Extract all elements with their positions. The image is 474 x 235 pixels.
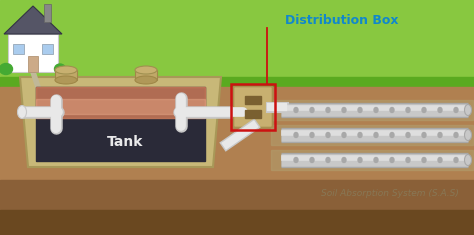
Ellipse shape bbox=[465, 105, 472, 115]
Bar bbox=[0, 180, 474, 235]
Ellipse shape bbox=[55, 64, 65, 74]
Ellipse shape bbox=[55, 76, 77, 84]
Ellipse shape bbox=[374, 157, 378, 162]
Ellipse shape bbox=[465, 154, 472, 165]
Bar bbox=[245, 96, 261, 104]
Ellipse shape bbox=[390, 107, 394, 113]
Ellipse shape bbox=[18, 106, 27, 118]
Ellipse shape bbox=[0, 63, 12, 74]
Bar bbox=[36, 99, 205, 114]
Text: Tank: Tank bbox=[107, 135, 143, 149]
Bar bbox=[245, 110, 261, 118]
Bar bbox=[271, 100, 473, 120]
Ellipse shape bbox=[390, 133, 394, 137]
Ellipse shape bbox=[294, 133, 298, 137]
Ellipse shape bbox=[390, 157, 394, 162]
Bar bbox=[28, 56, 38, 72]
Ellipse shape bbox=[422, 133, 426, 137]
Ellipse shape bbox=[422, 157, 426, 162]
Bar bbox=[271, 150, 473, 170]
Bar bbox=[42, 44, 53, 54]
Bar bbox=[8, 34, 58, 72]
Ellipse shape bbox=[135, 66, 157, 74]
Text: Soil Absorption System (S.A.S): Soil Absorption System (S.A.S) bbox=[321, 188, 459, 197]
Ellipse shape bbox=[358, 157, 362, 162]
Ellipse shape bbox=[342, 157, 346, 162]
Bar bbox=[0, 87, 474, 235]
Ellipse shape bbox=[55, 66, 77, 74]
Ellipse shape bbox=[438, 157, 442, 162]
Ellipse shape bbox=[454, 133, 458, 137]
Ellipse shape bbox=[326, 107, 330, 113]
Ellipse shape bbox=[326, 157, 330, 162]
Ellipse shape bbox=[310, 107, 314, 113]
Bar bbox=[55, 70, 77, 80]
Ellipse shape bbox=[406, 157, 410, 162]
Ellipse shape bbox=[135, 76, 157, 84]
Ellipse shape bbox=[438, 133, 442, 137]
Bar bbox=[36, 87, 205, 118]
Ellipse shape bbox=[342, 107, 346, 113]
Ellipse shape bbox=[454, 157, 458, 162]
Bar bbox=[231, 84, 275, 130]
Bar bbox=[135, 70, 157, 80]
Ellipse shape bbox=[454, 107, 458, 113]
Polygon shape bbox=[4, 6, 62, 34]
Ellipse shape bbox=[406, 107, 410, 113]
Ellipse shape bbox=[374, 107, 378, 113]
Bar bbox=[44, 4, 51, 22]
Bar bbox=[36, 87, 205, 161]
Ellipse shape bbox=[422, 107, 426, 113]
Ellipse shape bbox=[294, 157, 298, 162]
Ellipse shape bbox=[342, 133, 346, 137]
Bar bbox=[13, 44, 24, 54]
Ellipse shape bbox=[310, 133, 314, 137]
Bar bbox=[0, 0, 474, 87]
Ellipse shape bbox=[465, 129, 472, 141]
Ellipse shape bbox=[374, 133, 378, 137]
Ellipse shape bbox=[438, 107, 442, 113]
Text: Distribution Box: Distribution Box bbox=[285, 13, 399, 27]
Ellipse shape bbox=[294, 107, 298, 113]
Ellipse shape bbox=[358, 107, 362, 113]
Ellipse shape bbox=[358, 133, 362, 137]
Polygon shape bbox=[20, 77, 221, 167]
Bar bbox=[271, 125, 473, 145]
Ellipse shape bbox=[406, 133, 410, 137]
Bar bbox=[0, 77, 474, 87]
FancyBboxPatch shape bbox=[234, 86, 273, 128]
Ellipse shape bbox=[310, 157, 314, 162]
Bar bbox=[0, 210, 474, 235]
Ellipse shape bbox=[326, 133, 330, 137]
